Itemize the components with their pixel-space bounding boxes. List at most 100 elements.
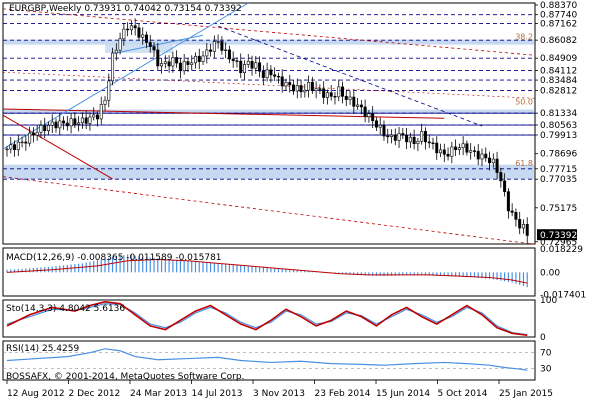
candle-body xyxy=(431,142,435,145)
candle-body xyxy=(197,55,201,62)
macd-signal-line xyxy=(6,259,528,284)
candle-body xyxy=(99,104,103,120)
candle-body xyxy=(288,82,292,86)
candle-body xyxy=(420,131,424,142)
candle-body xyxy=(193,55,197,64)
candle-body xyxy=(254,62,258,69)
candle-body xyxy=(378,124,382,128)
candle-body xyxy=(503,180,507,192)
candle-body xyxy=(401,133,405,136)
current-price-box xyxy=(537,229,577,241)
rsi-y-tick-label: 70 xyxy=(540,349,552,359)
candle-body xyxy=(216,41,220,43)
candle-body xyxy=(54,121,58,129)
candle-body xyxy=(114,49,118,54)
candle-body xyxy=(469,150,473,153)
candle-body xyxy=(201,55,205,62)
candle-body xyxy=(325,92,329,98)
candle-body xyxy=(175,57,179,64)
rsi-values: 25.4259 xyxy=(41,344,80,354)
candle-body xyxy=(506,191,510,212)
candle-body xyxy=(356,104,360,107)
candle-body xyxy=(178,62,182,72)
x-tick-label: 24 Mar 2013 xyxy=(130,389,187,399)
candle-body xyxy=(465,143,469,153)
candle-body xyxy=(405,134,409,143)
fib-label: 38.2 xyxy=(515,33,533,42)
candle-body xyxy=(423,131,427,143)
y-tick-label: 0.87740 xyxy=(540,11,577,21)
macd-y-tick-label: 0.018229 xyxy=(540,245,583,255)
candle-body xyxy=(382,124,386,137)
y-tick-label: 0.73392 xyxy=(540,231,577,241)
candle-body xyxy=(329,92,333,97)
candle-body xyxy=(310,81,314,91)
candle-body xyxy=(276,75,280,78)
candle-body xyxy=(273,74,277,77)
candle-body xyxy=(284,82,288,87)
candle-body xyxy=(133,25,137,29)
candle-body xyxy=(126,28,130,31)
candle-body xyxy=(408,136,412,143)
candle-body xyxy=(5,148,9,151)
candle-body xyxy=(20,141,24,144)
candle-body xyxy=(69,118,73,127)
candle-body xyxy=(525,223,529,236)
candle-body xyxy=(314,88,318,91)
candle-body xyxy=(205,49,209,57)
macd-y-tick-label: -0.017401 xyxy=(540,291,586,301)
candle-body xyxy=(58,120,62,129)
y-tick-label: 0.81334 xyxy=(540,109,577,119)
candle-body xyxy=(344,95,348,100)
candle-body xyxy=(107,80,111,101)
candle-body xyxy=(367,113,371,117)
y-tick-label: 0.84112 xyxy=(540,66,577,76)
candle-body xyxy=(224,49,228,52)
candle-body xyxy=(322,88,326,98)
candle-body xyxy=(514,212,518,220)
sto-values: 4.8042 5.6136 xyxy=(59,304,126,314)
candle-body xyxy=(518,219,522,229)
candle-body xyxy=(103,99,107,105)
candle-body xyxy=(386,135,390,138)
trend-line-blue xyxy=(2,2,249,150)
candle-body xyxy=(171,57,175,67)
support-resistance-zone xyxy=(4,39,534,45)
x-tick-label: 12 Aug 2012 xyxy=(7,389,65,399)
panel-frame-rsi xyxy=(2,340,536,381)
candle-body xyxy=(62,120,66,124)
candle-body xyxy=(186,61,190,65)
candle-body xyxy=(24,141,28,144)
candle-body xyxy=(16,141,20,151)
candle-body xyxy=(144,34,148,43)
y-tick-label: 0.78696 xyxy=(540,150,577,160)
candle-body xyxy=(152,46,156,51)
candle-body xyxy=(239,60,243,74)
y-tick-label: 0.86082 xyxy=(540,36,577,46)
y-tick-label: 0.83484 xyxy=(540,76,577,86)
candle-body xyxy=(292,84,296,92)
candle-body xyxy=(31,132,35,136)
candle-body xyxy=(148,42,152,47)
candle-body xyxy=(227,49,231,60)
candle-body xyxy=(435,142,439,154)
x-tick-label: 25 Jan 2015 xyxy=(499,389,553,399)
candle-body xyxy=(341,86,345,97)
x-tick-label: 23 Feb 2014 xyxy=(315,389,371,399)
candle-body xyxy=(303,89,307,93)
candle-body xyxy=(461,143,465,148)
y-tick-label: 0.77035 xyxy=(540,175,577,185)
fib-label: 50.0 xyxy=(515,98,533,107)
candle-body xyxy=(280,76,284,87)
candle-body xyxy=(491,158,495,164)
candle-body xyxy=(390,134,394,137)
candle-body xyxy=(118,38,122,51)
panel-frame-macd xyxy=(2,247,536,297)
candle-body xyxy=(363,106,367,117)
candle-body xyxy=(35,131,39,136)
candle-body xyxy=(495,158,499,173)
candle-body xyxy=(50,121,54,126)
rsi-y-tick-label: 30 xyxy=(540,364,552,374)
trend-line-dashed xyxy=(217,25,483,127)
